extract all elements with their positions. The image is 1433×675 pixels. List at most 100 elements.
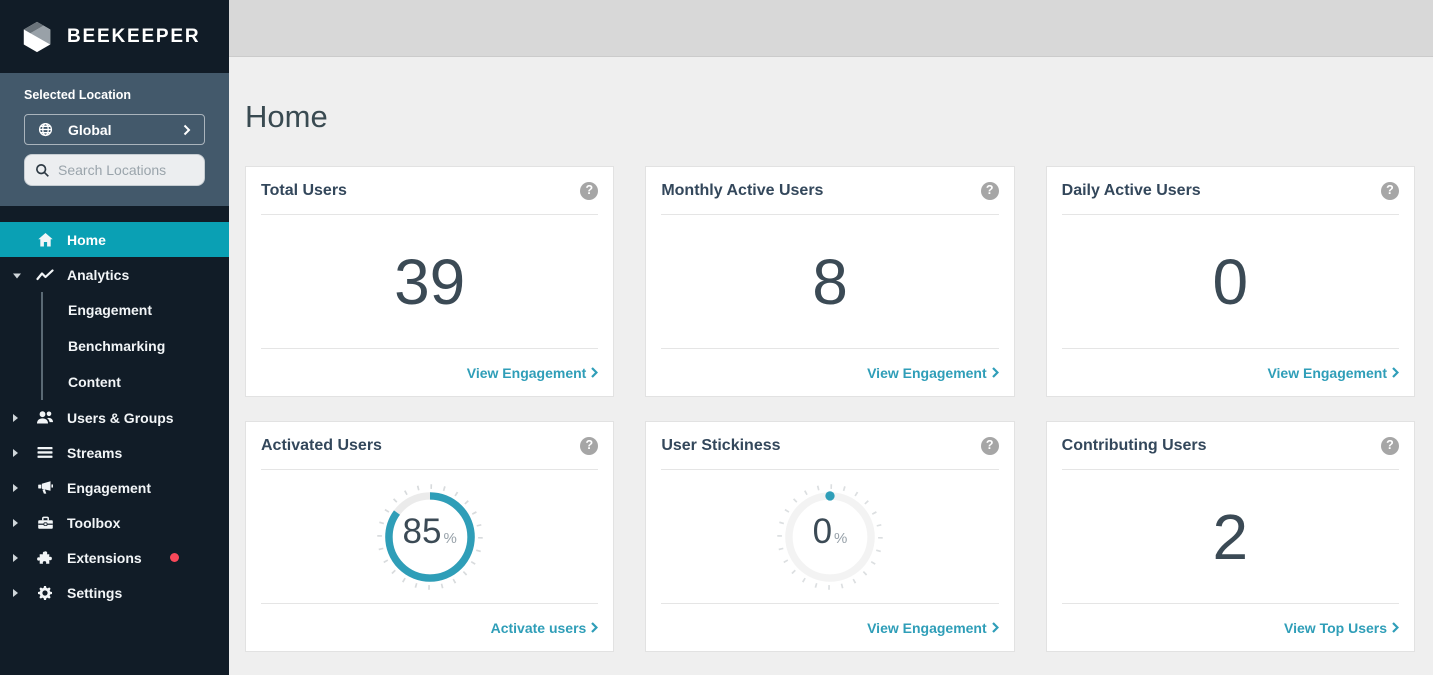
location-panel: Selected Location Global <box>0 73 229 206</box>
metric-value: 0 <box>812 511 833 551</box>
sidebar-item-benchmarking[interactable]: Benchmarking <box>43 328 229 364</box>
caret-right-icon[interactable] <box>13 553 18 562</box>
metric-value: 2 <box>1212 500 1249 573</box>
home-icon <box>36 231 54 249</box>
gauge-arc <box>384 491 475 582</box>
gear-icon <box>36 584 54 602</box>
metric-value: 8 <box>812 245 848 318</box>
sidebar-item-streams[interactable]: Streams <box>0 435 229 470</box>
page-title: Home <box>245 99 328 134</box>
view-engagement-link[interactable]: View Engagement <box>867 365 999 381</box>
view-engagement-link[interactable]: View Engagement <box>867 620 999 636</box>
caret-right-icon[interactable] <box>13 588 18 597</box>
selected-location-label: Selected Location <box>24 88 131 102</box>
chevron-right-icon <box>591 367 599 378</box>
analytics-icon <box>36 266 54 284</box>
help-icon[interactable]: ? <box>580 181 599 200</box>
caret-right-icon[interactable] <box>13 413 18 422</box>
card-activated-users: Activated Users ? 85 <box>245 421 615 652</box>
sidebar-item-engagement[interactable]: Engagement <box>0 470 229 505</box>
sidebar-item-label: Engagement <box>68 302 153 318</box>
sidebar-item-label: Toolbox <box>67 514 121 531</box>
link-label: Activate users <box>490 619 587 636</box>
help-icon[interactable]: ? <box>980 436 999 455</box>
caret-right-icon[interactable] <box>13 518 18 527</box>
sidebar-item-label: Engagement <box>67 479 152 496</box>
card-title: Activated Users <box>261 436 382 454</box>
help-icon[interactable]: ? <box>1381 181 1399 200</box>
help-icon[interactable]: ? <box>1381 436 1399 455</box>
sidebar-item-label: Users & Groups <box>67 409 174 426</box>
selected-location-value: Global <box>68 121 112 138</box>
link-label: View Engagement <box>867 619 987 636</box>
beekeeper-hexagon-icon <box>23 21 51 52</box>
gauge-ticks <box>777 483 883 590</box>
sidebar-item-users-groups[interactable]: Users & Groups <box>0 400 229 435</box>
sidebar-nav: Home Analytics Engagement Benchmarking <box>0 222 229 610</box>
help-icon[interactable]: ? <box>580 436 599 455</box>
logo-text: BEEKEEPER <box>67 25 201 47</box>
sidebar-item-label: Extensions <box>67 549 142 566</box>
card-daily-active-users: Daily Active Users ? 0 View Engagement <box>1045 166 1415 397</box>
sidebar-item-extensions[interactable]: Extensions <box>0 540 229 575</box>
megaphone-icon <box>36 479 54 497</box>
card-title: Total Users <box>261 181 347 199</box>
caret-right-icon[interactable] <box>13 448 18 457</box>
help-icon[interactable]: ? <box>980 181 999 200</box>
link-label: View Top Users <box>1284 619 1387 636</box>
sidebar-item-label: Home <box>67 231 106 248</box>
sidebar-item-settings[interactable]: Settings <box>0 575 229 610</box>
sidebar-item-label: Streams <box>67 444 123 461</box>
card-user-stickiness: User Stickiness ? <box>645 421 1015 652</box>
sidebar-item-content[interactable]: Content <box>43 364 229 400</box>
search-locations-input[interactable] <box>58 162 194 178</box>
chevron-right-icon <box>1392 367 1399 378</box>
analytics-sub-list: Engagement Benchmarking Content <box>41 292 229 400</box>
sidebar-item-engagement-analytics[interactable]: Engagement <box>43 292 229 328</box>
streams-icon <box>36 444 54 462</box>
divider <box>661 214 999 215</box>
card-title: Monthly Active Users <box>661 181 824 199</box>
user-stickiness-gauge: 0 % <box>774 481 886 593</box>
link-label: View Engagement <box>1267 364 1387 381</box>
sidebar-item-label: Content <box>68 374 121 390</box>
divider <box>261 214 599 215</box>
divider <box>261 469 599 470</box>
view-engagement-link[interactable]: View Engagement <box>467 365 599 381</box>
sidebar-item-label: Settings <box>67 584 123 601</box>
sidebar-item-label: Benchmarking <box>68 338 166 354</box>
card-title: Daily Active Users <box>1061 181 1201 199</box>
card-grid: Total Users ? 39 View Engagement <box>245 166 1415 652</box>
content: Home Total Users ? 39 View Engage <box>229 57 1433 652</box>
divider <box>661 603 999 604</box>
divider <box>261 603 599 604</box>
divider <box>661 469 999 470</box>
caret-down-icon[interactable] <box>13 273 21 278</box>
chevron-right-icon <box>591 622 599 633</box>
view-engagement-link[interactable]: View Engagement <box>1267 365 1399 381</box>
topbar <box>229 0 1433 57</box>
divider <box>1061 469 1399 470</box>
link-label: View Engagement <box>466 364 587 381</box>
users-icon <box>36 409 54 427</box>
chevron-right-icon <box>991 622 999 633</box>
location-selector-button[interactable]: Global <box>24 114 205 145</box>
activate-users-link[interactable]: Activate users <box>491 620 599 636</box>
globe-icon <box>38 122 53 137</box>
link-label: View Engagement <box>867 364 987 381</box>
view-top-users-link[interactable]: View Top Users <box>1284 620 1399 636</box>
notification-dot <box>169 553 179 562</box>
sidebar: BEEKEEPER Selected Location Global <box>0 0 229 675</box>
metric-unit: % <box>834 529 848 547</box>
sidebar-item-home[interactable]: Home <box>0 222 229 257</box>
metric-value: 0 <box>1212 245 1249 318</box>
metric-value: 39 <box>394 245 466 318</box>
divider <box>1061 603 1399 604</box>
divider <box>1061 348 1399 349</box>
caret-right-icon[interactable] <box>13 483 18 492</box>
gauge-ticks <box>376 483 483 590</box>
sidebar-item-toolbox[interactable]: Toolbox <box>0 505 229 540</box>
logo: BEEKEEPER <box>0 0 229 73</box>
sidebar-item-analytics[interactable]: Analytics <box>0 257 229 292</box>
